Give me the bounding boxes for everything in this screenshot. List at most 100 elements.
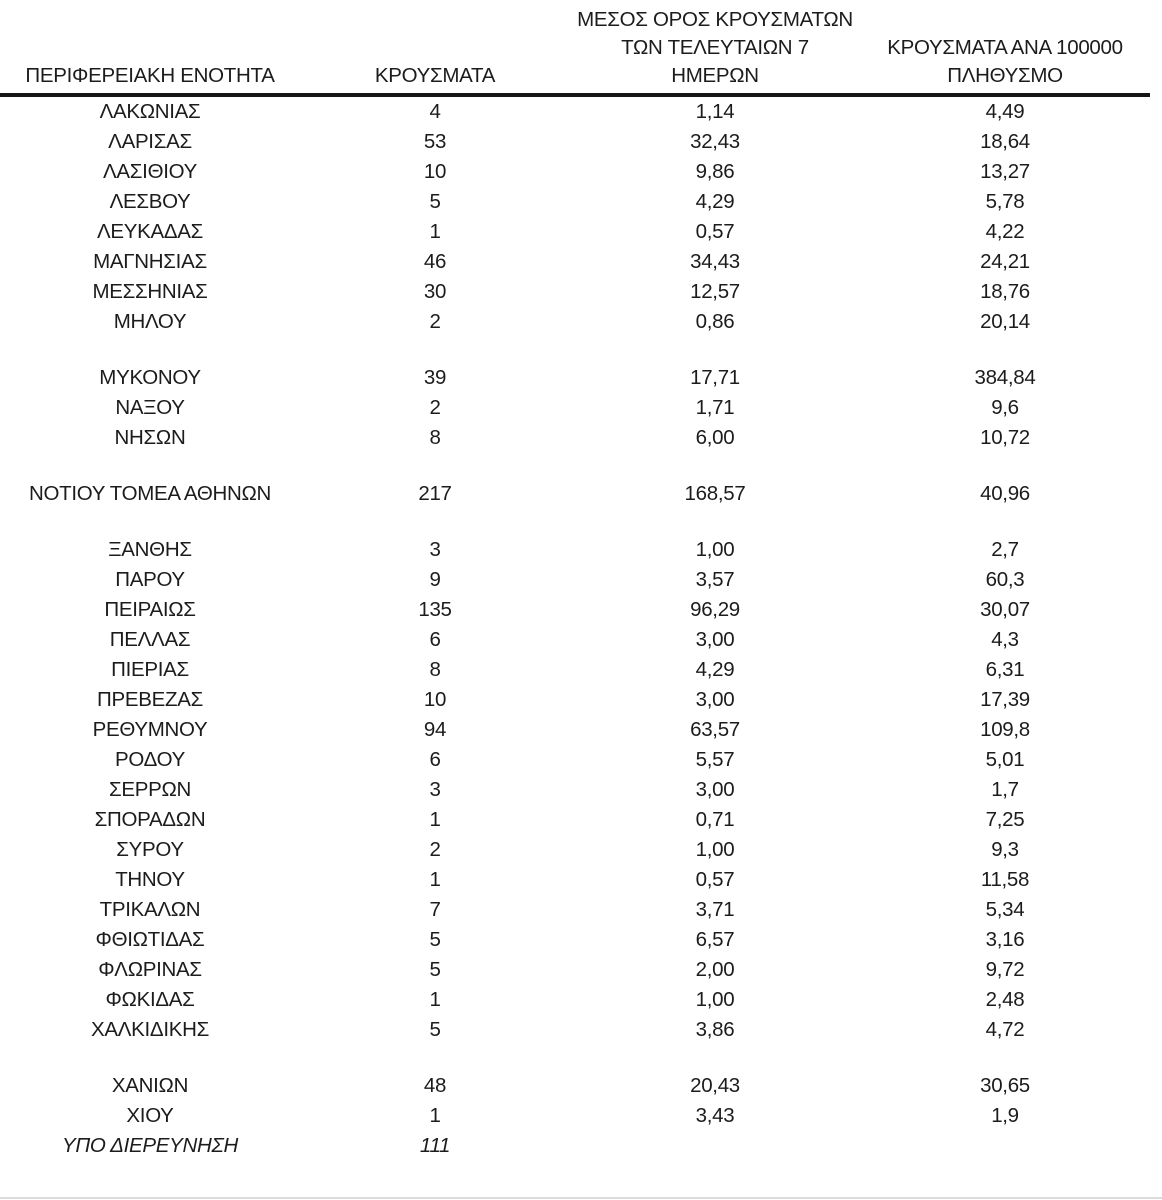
- cases-cell: 10: [423, 688, 447, 711]
- table-row: ΤΗΝΟΥ 1 0,57 11,58: [0, 865, 1150, 895]
- cases-cell: 2: [429, 310, 441, 333]
- cases-cell: 4: [429, 100, 441, 123]
- table-row: ΥΠΟ ΔΙΕΡΕΥΝΗΣΗ 111: [0, 1131, 1150, 1161]
- per100k-cell: 30,65: [980, 1074, 1030, 1097]
- per100k-cell: 5,34: [985, 898, 1025, 921]
- region-cell: ΣΕΡΡΩΝ: [108, 778, 192, 801]
- cases-cell: 8: [429, 658, 441, 681]
- per100k-cell: 5,78: [985, 190, 1025, 213]
- table-row: ΛΑΡΙΣΑΣ 53 32,43 18,64: [0, 127, 1150, 157]
- avg7-cell: 63,57: [690, 718, 740, 741]
- cases-cell: 5: [429, 958, 441, 981]
- region-cell: ΡΟΔΟΥ: [115, 748, 185, 771]
- table-row: ΠΡΕΒΕΖΑΣ 10 3,00 17,39: [0, 685, 1150, 715]
- per100k-cell: 24,21: [980, 250, 1030, 273]
- cases-cell: 7: [429, 898, 441, 921]
- per100k-cell: 9,3: [991, 838, 1019, 861]
- cases-cell: 1: [429, 1104, 441, 1127]
- table-row: ΠΙΕΡΙΑΣ 8 4,29 6,31: [0, 655, 1150, 685]
- avg7-cell: 4,29: [695, 658, 735, 681]
- spacer-row: [0, 453, 1150, 479]
- per100k-cell: 9,6: [991, 396, 1019, 419]
- cases-cell: 3: [429, 538, 441, 561]
- table-row: ΣΠΟΡΑΔΩΝ 1 0,71 7,25: [0, 805, 1150, 835]
- avg7-cell: 17,71: [690, 366, 740, 389]
- table-row: ΜΑΓΝΗΣΙΑΣ 46 34,43 24,21: [0, 247, 1150, 277]
- table-row: ΜΕΣΣΗΝΙΑΣ 30 12,57 18,76: [0, 277, 1150, 307]
- avg7-cell: 6,57: [695, 928, 735, 951]
- region-cell: ΧΑΛΚΙΔΙΚΗΣ: [91, 1018, 209, 1041]
- region-cell: ΦΘΙΩΤΙΔΑΣ: [95, 928, 205, 951]
- cases-cell: 46: [423, 250, 447, 273]
- region-cell: ΛΑΣΙΘΙΟΥ: [103, 160, 197, 183]
- table-row: ΠΕΛΛΑΣ 6 3,00 4,3: [0, 625, 1150, 655]
- region-cell: ΡΕΘΥΜΝΟΥ: [92, 718, 208, 741]
- avg7-cell: 0,57: [695, 868, 735, 891]
- per100k-cell: [860, 1131, 1150, 1161]
- region-cell: ΜΗΛΟΥ: [113, 310, 187, 333]
- per100k-cell: 6,31: [985, 658, 1025, 681]
- per100k-cell: 1,9: [991, 1104, 1019, 1127]
- region-cell: ΛΕΥΚΑΔΑΣ: [96, 220, 204, 243]
- cases-cell: 1: [429, 220, 441, 243]
- cases-cell: 217: [418, 482, 452, 505]
- avg7-cell: 12,57: [690, 280, 740, 303]
- per100k-cell: 1,7: [991, 778, 1019, 801]
- cases-cell: 1: [429, 988, 441, 1011]
- per100k-cell: 384,84: [974, 366, 1036, 389]
- region-cell: ΝΟΤΙΟΥ ΤΟΜΕΑ ΑΘΗΝΩΝ: [28, 482, 272, 505]
- cases-cell: 53: [423, 130, 447, 153]
- avg7-cell: 9,86: [695, 160, 735, 183]
- region-cell: ΤΗΝΟΥ: [115, 868, 185, 891]
- cases-cell: 5: [429, 1018, 441, 1041]
- table-row: ΛΕΣΒΟΥ 5 4,29 5,78: [0, 187, 1150, 217]
- cases-cell: 1: [429, 868, 441, 891]
- region-cell: ΛΑΚΩΝΙΑΣ: [99, 100, 201, 123]
- avg7-cell: 3,00: [695, 778, 735, 801]
- per100k-cell: 60,3: [985, 568, 1025, 591]
- spacer-cell: [0, 453, 1150, 479]
- cases-cell: 135: [418, 598, 452, 621]
- avg7-cell: 3,43: [695, 1104, 735, 1127]
- table-row: ΛΑΚΩΝΙΑΣ 4 1,14 4,49: [0, 95, 1150, 127]
- per100k-cell: 10,72: [980, 426, 1030, 449]
- avg7-cell: 20,43: [690, 1074, 740, 1097]
- avg7-cell: 96,29: [690, 598, 740, 621]
- region-cell: ΣΠΟΡΑΔΩΝ: [94, 808, 206, 831]
- region-cell: ΧΙΟΥ: [126, 1104, 174, 1127]
- per100k-cell: 40,96: [980, 482, 1030, 505]
- per100k-cell: 30,07: [980, 598, 1030, 621]
- cases-cell: 5: [429, 928, 441, 951]
- region-cell: ΣΥΡΟΥ: [116, 838, 184, 861]
- region-cell: ΜΑΓΝΗΣΙΑΣ: [93, 250, 207, 273]
- per100k-cell: 109,8: [980, 718, 1030, 741]
- cases-cell: 6: [429, 748, 441, 771]
- region-cell: ΛΕΣΒΟΥ: [109, 190, 191, 213]
- avg7-cell: 0,57: [695, 220, 735, 243]
- cases-cell: 30: [423, 280, 447, 303]
- region-cell: ΠΙΕΡΙΑΣ: [111, 658, 189, 681]
- cases-cell: 39: [423, 366, 447, 389]
- table-row: ΡΕΘΥΜΝΟΥ 94 63,57 109,8: [0, 715, 1150, 745]
- avg7-cell: 1,14: [695, 100, 735, 123]
- region-cell: ΥΠΟ ΔΙΕΡΕΥΝΗΣΗ: [61, 1134, 239, 1157]
- table-row: ΡΟΔΟΥ 6 5,57 5,01: [0, 745, 1150, 775]
- avg7-cell: 168,57: [684, 482, 746, 505]
- table-row: ΧΑΝΙΩΝ 48 20,43 30,65: [0, 1071, 1150, 1101]
- avg7-cell: 3,86: [695, 1018, 735, 1041]
- table-row: ΦΛΩΡΙΝΑΣ 5 2,00 9,72: [0, 955, 1150, 985]
- per100k-cell: 17,39: [980, 688, 1030, 711]
- region-cell: ΧΑΝΙΩΝ: [111, 1074, 189, 1097]
- spacer-row: [0, 337, 1150, 363]
- region-cell: ΜΕΣΣΗΝΙΑΣ: [92, 280, 208, 303]
- table-header: ΠΕΡΙΦΕΡΕΙΑΚΗ ΕΝΟΤΗΤΑ ΚΡΟΥΣΜΑΤΑ ΜΕΣΟΣ ΟΡΟ…: [0, 0, 1150, 97]
- spacer-cell: [0, 1045, 1150, 1071]
- avg7-cell: 32,43: [690, 130, 740, 153]
- avg7-cell: 1,71: [695, 396, 735, 419]
- spacer-cell: [0, 337, 1150, 363]
- per100k-cell: 4,22: [985, 220, 1025, 243]
- header-cases: ΚΡΟΥΣΜΑΤΑ: [300, 0, 570, 97]
- avg7-cell: 3,00: [695, 628, 735, 651]
- region-cell: ΝΑΞΟΥ: [115, 396, 185, 419]
- header-avg7-days: ΜΕΣΟΣ ΟΡΟΣ ΚΡΟΥΣΜΑΤΩΝ ΤΩΝ ΤΕΛΕΥΤΑΙΩΝ 7 Η…: [570, 0, 860, 97]
